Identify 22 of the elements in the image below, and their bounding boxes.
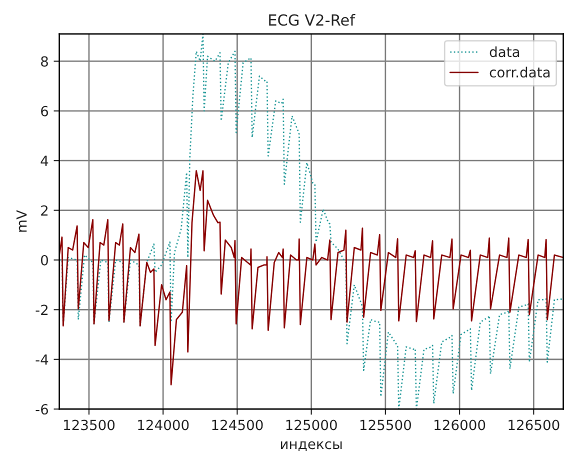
x-tick-label: 124500 xyxy=(212,420,263,430)
line-series xyxy=(59,170,564,386)
x-axis-title: индексы xyxy=(280,441,342,451)
y-tick-label: -6 xyxy=(36,404,48,415)
x-tick-label: 126000 xyxy=(434,420,486,430)
x-tick-label: 123500 xyxy=(64,420,115,430)
y-tick-label: 4 xyxy=(40,156,48,166)
legend-label: corr.data xyxy=(490,66,550,78)
y-axis-title: mV xyxy=(16,210,27,232)
y-tick-label: -4 xyxy=(36,354,48,365)
line-series xyxy=(59,34,564,410)
y-tick-label: 2 xyxy=(41,205,48,216)
legend-label: data xyxy=(490,46,520,58)
x-tick-label: 125500 xyxy=(360,420,412,430)
x-tick-label: 126500 xyxy=(508,420,560,430)
y-tick-label: 0 xyxy=(40,254,48,266)
y-tick-label: -2 xyxy=(36,304,48,315)
x-tick-label: 125000 xyxy=(286,420,337,430)
chart-title: ECG V2-Ref xyxy=(269,14,356,26)
y-tick-label: 8 xyxy=(41,56,48,67)
y-tick-label: 6 xyxy=(41,106,48,116)
x-tick-label: 124000 xyxy=(138,420,189,430)
